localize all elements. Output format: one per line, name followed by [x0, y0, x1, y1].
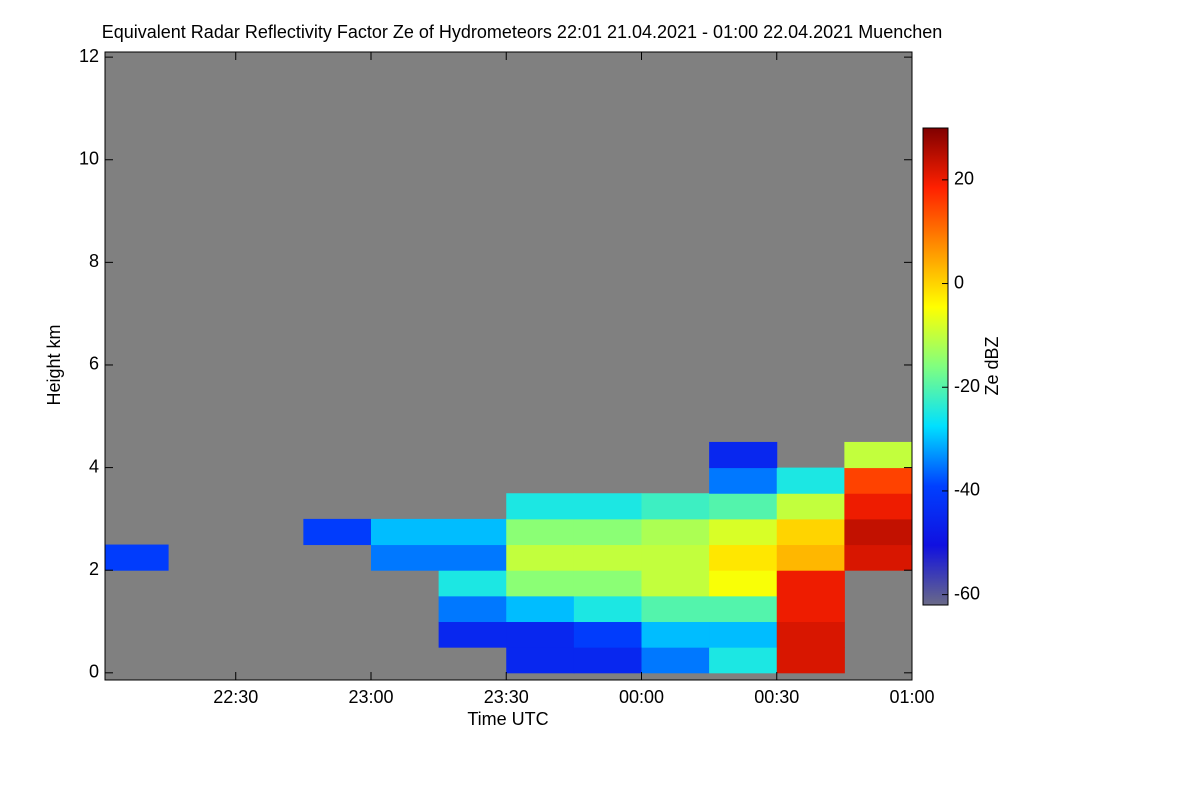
heatmap-cell — [641, 621, 710, 648]
x-tick-label: 22:30 — [213, 687, 258, 707]
heatmap-cell — [776, 570, 845, 597]
heatmap-cell — [641, 518, 710, 546]
colorbar — [922, 127, 949, 606]
colorbar-tick-label: 20 — [954, 169, 974, 189]
plot-frame — [104, 51, 913, 681]
y-tick-label: 0 — [89, 662, 99, 682]
x-tick-label: 00:30 — [754, 687, 799, 707]
heatmap-cell — [438, 518, 507, 546]
y-tick-label: 12 — [79, 46, 99, 66]
heatmap-cell — [573, 493, 642, 520]
heatmap-cell — [573, 647, 642, 674]
heatmap-cell — [844, 441, 912, 469]
y-tick-label: 8 — [89, 251, 99, 271]
x-tick-label: 23:00 — [348, 687, 393, 707]
heatmap-cell — [709, 595, 778, 623]
heatmap-cell — [641, 570, 710, 597]
heatmap-cell — [438, 544, 507, 571]
heatmap-cell — [844, 518, 912, 546]
heatmap-cell — [573, 544, 642, 571]
heatmap-cell — [370, 518, 440, 546]
heatmap-cell — [573, 621, 642, 648]
heatmap-cell — [776, 518, 845, 546]
heatmap-cell — [709, 621, 778, 648]
colorbar-label: Ze dBZ — [982, 336, 1002, 395]
colorbar-tick-label: -40 — [954, 480, 980, 500]
heatmap-cell — [506, 621, 575, 648]
heatmap-cell — [303, 518, 372, 546]
y-tick-label: 2 — [89, 559, 99, 579]
heatmap-cell — [844, 493, 912, 520]
heatmap-cell — [641, 595, 710, 623]
heatmap-cell — [438, 570, 507, 597]
y-tick-label: 4 — [89, 456, 99, 476]
heatmap-cell — [105, 544, 169, 571]
chart-title: Equivalent Radar Reflectivity Factor Ze … — [102, 22, 943, 42]
heatmap-cell — [573, 570, 642, 597]
heatmap-cell — [573, 518, 642, 546]
heatmap-cell — [844, 467, 912, 494]
heatmap-cell — [641, 647, 710, 674]
colorbar-tick-label: -60 — [954, 583, 980, 603]
heatmap-cell — [438, 595, 507, 623]
x-tick-label: 00:00 — [619, 687, 664, 707]
y-tick-label: 10 — [79, 148, 99, 168]
x-tick-label: 01:00 — [889, 687, 934, 707]
heatmap-cell — [573, 595, 642, 623]
heatmap-cell — [709, 493, 778, 520]
heatmap-cell — [776, 544, 845, 571]
y-tick-label: 6 — [89, 354, 99, 374]
heatmap-cell — [709, 544, 778, 571]
x-axis-label: Time UTC — [467, 709, 548, 729]
heatmap-cell — [709, 441, 778, 469]
colorbar-tick-label: -20 — [954, 376, 980, 396]
heatmap-cell — [709, 647, 778, 674]
y-axis-label: Height km — [44, 324, 64, 405]
heatmap-cell — [506, 518, 575, 546]
heatmap-cell — [370, 544, 440, 571]
heatmap-cell — [709, 467, 778, 494]
heatmap-cell — [776, 493, 845, 520]
x-tick-label: 23:30 — [484, 687, 529, 707]
heatmap-cell — [506, 595, 575, 623]
heatmap-cell — [506, 493, 575, 520]
colorbar-tick-label: 0 — [954, 272, 964, 292]
heatmap-cell — [506, 570, 575, 597]
cells — [105, 441, 912, 674]
heatmap-cell — [709, 570, 778, 597]
heatmap-cell — [776, 621, 845, 648]
heatmap-cell — [776, 595, 845, 623]
heatmap-cell — [506, 647, 575, 674]
heatmap-cell — [776, 647, 845, 674]
heatmap-cell — [641, 493, 710, 520]
heatmap-cell — [844, 544, 912, 571]
heatmap-cell — [709, 518, 778, 546]
heatmap-cell — [438, 621, 507, 648]
heatmap-cell — [641, 544, 710, 571]
heatmap-cell — [506, 544, 575, 571]
heatmap-cell — [776, 467, 845, 494]
